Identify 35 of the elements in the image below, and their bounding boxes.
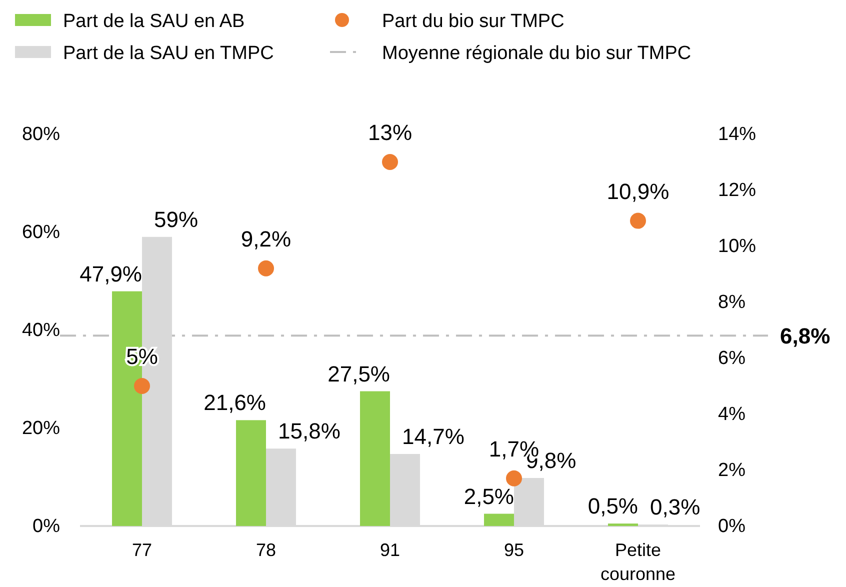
data-label: 59% [154, 206, 198, 232]
data-label: 10,9% [606, 178, 670, 204]
x-tick-label: 95 [504, 540, 524, 560]
text: Moyenne régionale du bio sur TMPC [382, 43, 692, 64]
data-label: 2,5% [464, 484, 514, 509]
legend-label: Part de la SAU en TMPC [63, 43, 274, 64]
y-tick-label: 60% [22, 222, 60, 244]
x-tick-label: 78 [256, 540, 276, 560]
y2-tick-label: 2% [718, 460, 746, 482]
data-label: 27,5% [328, 361, 390, 386]
y2-tick-label: 14% [718, 124, 756, 146]
x-tick-label: 91 [380, 540, 400, 560]
ref-line-label: 6,8% [780, 324, 830, 349]
data-label: 9,2% [240, 226, 292, 252]
y-tick-label: 20% [22, 418, 60, 440]
x-tick-label: 77 [132, 540, 152, 560]
data-label: 13% [368, 120, 412, 145]
data-label: 14,7% [402, 424, 464, 449]
data-label: 15,8% [278, 418, 340, 444]
legend-label: Part du bio sur TMPC [382, 11, 564, 32]
y2-tick-label: 10% [718, 236, 756, 258]
y2-tick-label: 4% [718, 404, 746, 426]
legend-label: Part de la SAU en AB [63, 11, 245, 32]
y2-tick-label: 8% [718, 292, 746, 314]
data-label: 47,9% [80, 261, 142, 286]
x-tick-label: Petite couronne [600, 540, 676, 584]
data-label: 0,3% [650, 494, 700, 520]
y-tick-label: 80% [22, 124, 60, 146]
y2-tick-label: 0% [718, 516, 746, 538]
y2-tick-label: 6% [718, 348, 746, 370]
y2-tick-label: 12% [718, 180, 756, 202]
data-label: 0,5% [588, 494, 638, 519]
data-label: 21,6% [204, 390, 266, 416]
y-tick-label: 0% [32, 516, 60, 538]
y-tick-label: 40% [22, 320, 60, 342]
